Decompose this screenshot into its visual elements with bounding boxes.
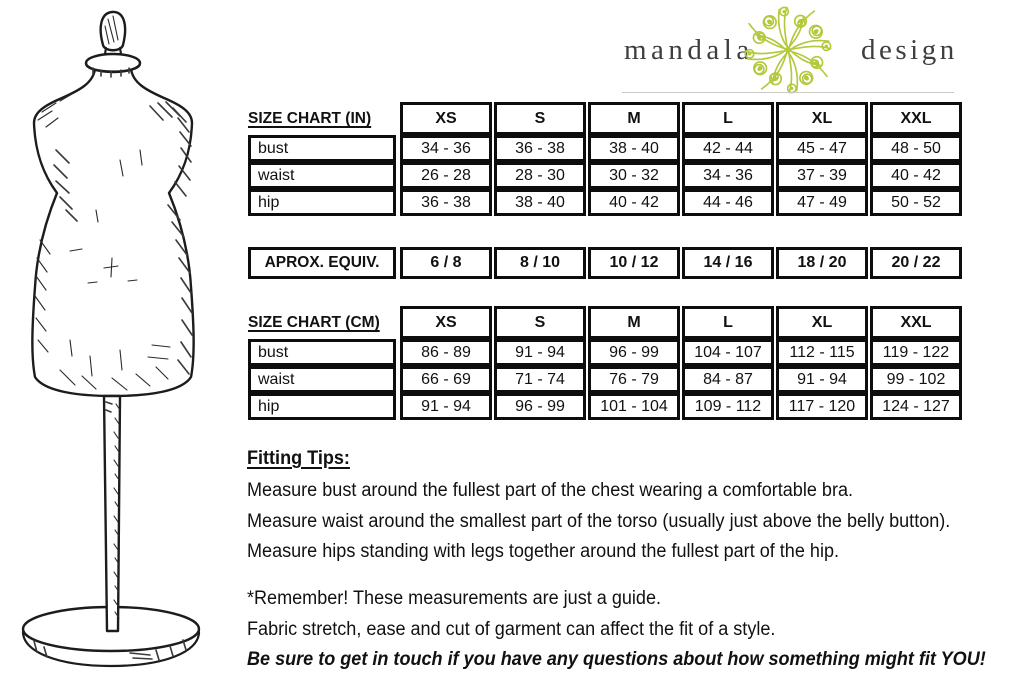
cell: 50 - 52	[870, 189, 962, 216]
cell: 47 - 49	[776, 189, 868, 216]
size-chart-in: SIZE CHART (IN) bust waist hip XS S M L …	[246, 102, 964, 216]
cell: 42 - 44	[682, 135, 774, 162]
cell: 124 - 127	[870, 393, 962, 420]
col-header: XS	[400, 306, 492, 339]
cell: 96 - 99	[588, 339, 680, 366]
approx-equiv-label: APROX. EQUIV.	[248, 247, 396, 279]
cell: 38 - 40	[588, 135, 680, 162]
col-header: M	[588, 306, 680, 339]
size-chart-in-labels: SIZE CHART (IN) bust waist hip	[246, 102, 398, 216]
note-remember: *Remember! These measurements are just a…	[247, 588, 662, 609]
cell: 40 - 42	[870, 162, 962, 189]
fitting-tip-line: Measure bust around the fullest part of …	[247, 480, 854, 501]
note-fabric: Fabric stretch, ease and cut of garment …	[247, 618, 776, 640]
cell: 109 - 112	[682, 393, 774, 420]
size-chart-cm-labels: SIZE CHART (CM) bust waist hip	[246, 306, 398, 420]
cell: 26 - 28	[400, 162, 492, 189]
cell: 40 - 42	[588, 189, 680, 216]
logo-divider-rule	[622, 92, 954, 93]
cell: 91 - 94	[494, 339, 586, 366]
row-label-waist: waist	[248, 366, 396, 393]
col-header: M	[588, 102, 680, 135]
cell: 48 - 50	[870, 135, 962, 162]
col-header: XL	[776, 102, 868, 135]
size-chart-cm-title: SIZE CHART (CM)	[248, 313, 380, 331]
equiv-value: 8 / 10	[494, 247, 586, 279]
note-contact: Be sure to get in touch if you have any …	[247, 649, 986, 670]
cell: 86 - 89	[400, 339, 492, 366]
col-header: XXL	[870, 102, 962, 135]
cell: 96 - 99	[494, 393, 586, 420]
cell: 66 - 69	[400, 366, 492, 393]
col-header: S	[494, 102, 586, 135]
brand-name-right: design	[861, 34, 958, 66]
col-header: XXL	[870, 306, 962, 339]
cell: 91 - 94	[400, 393, 492, 420]
cell: 37 - 39	[776, 162, 868, 189]
col-header: L	[682, 306, 774, 339]
row-label-bust: bust	[248, 135, 396, 162]
row-label-hip: hip	[248, 189, 396, 216]
cell: 91 - 94	[776, 366, 868, 393]
cell: 119 - 122	[870, 339, 962, 366]
row-label-bust: bust	[248, 339, 396, 366]
size-chart-in-grid: XS S M L XL XXL 34 - 36 36 - 38 38 - 40 …	[398, 102, 964, 216]
cell: 76 - 79	[588, 366, 680, 393]
cell: 44 - 46	[682, 189, 774, 216]
equiv-value: 10 / 12	[588, 247, 680, 279]
cell: 36 - 38	[494, 135, 586, 162]
notes-text: *Remember! These measurements are just a…	[247, 584, 986, 676]
cell: 71 - 74	[494, 366, 586, 393]
size-chart-cm-grid: XS S M L XL XXL 86 - 89 91 - 94 96 - 99 …	[398, 306, 964, 420]
cell: 28 - 30	[494, 162, 586, 189]
size-chart-cm: SIZE CHART (CM) bust waist hip XS S M L …	[246, 306, 964, 420]
cell: 36 - 38	[400, 189, 492, 216]
cell: 117 - 120	[776, 393, 868, 420]
col-header: L	[682, 102, 774, 135]
dress-form-illustration	[21, 10, 201, 668]
cell: 30 - 32	[588, 162, 680, 189]
fitting-tip-line: Measure hips standing with legs together…	[247, 541, 840, 562]
fitting-tips-title: Fitting Tips:	[247, 448, 350, 469]
col-header: XS	[400, 102, 492, 135]
fitting-tips-text: Measure bust around the fullest part of …	[247, 476, 950, 568]
cell: 104 - 107	[682, 339, 774, 366]
mandala-flower-icon	[743, 5, 833, 95]
cell: 99 - 102	[870, 366, 962, 393]
equiv-value: 20 / 22	[870, 247, 962, 279]
size-chart-in-title: SIZE CHART (IN)	[248, 109, 372, 127]
equiv-value: 14 / 16	[682, 247, 774, 279]
equiv-value: 18 / 20	[776, 247, 868, 279]
col-header: S	[494, 306, 586, 339]
row-label-hip: hip	[248, 393, 396, 420]
col-header: XL	[776, 306, 868, 339]
brand-name-left: mandala	[624, 34, 754, 66]
fitting-tip-line: Measure waist around the smallest part o…	[247, 510, 951, 532]
equiv-value: 6 / 8	[400, 247, 492, 279]
cell: 112 - 115	[776, 339, 868, 366]
row-label-waist: waist	[248, 162, 396, 189]
approx-equiv-row: APROX. EQUIV. 6 / 8 8 / 10 10 / 12 14 / …	[246, 247, 964, 279]
cell: 45 - 47	[776, 135, 868, 162]
cell: 84 - 87	[682, 366, 774, 393]
cell: 34 - 36	[400, 135, 492, 162]
cell: 34 - 36	[682, 162, 774, 189]
cell: 38 - 40	[494, 189, 586, 216]
cell: 101 - 104	[588, 393, 680, 420]
